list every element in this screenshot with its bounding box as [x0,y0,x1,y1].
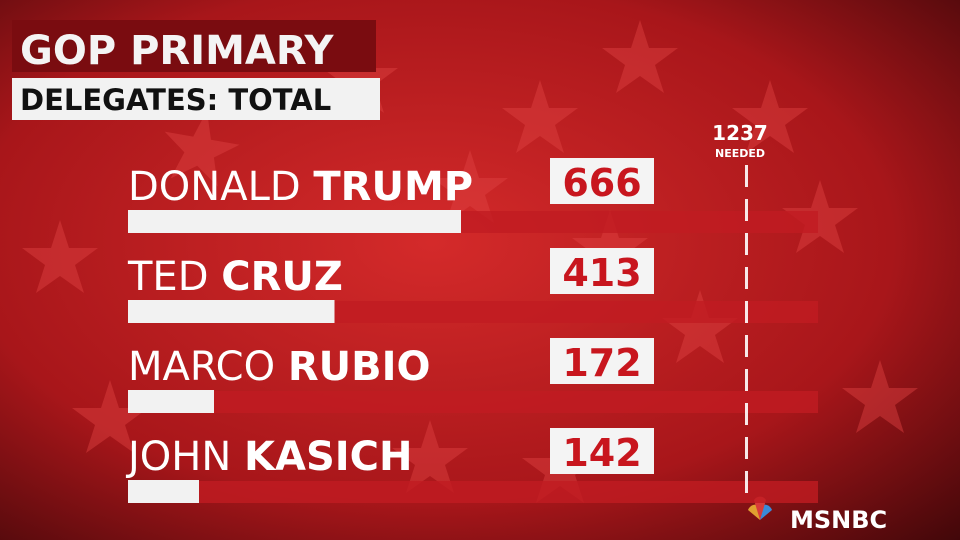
value-box [550,158,654,204]
chart-title: GOP PRIMARY [20,28,334,74]
logo: MSNBC [790,506,887,534]
bar-track [128,391,818,413]
value-box [550,428,654,474]
bar-track [128,481,818,503]
value-box [550,338,654,384]
candidate-name: DONALD TRUMP [128,164,473,210]
threshold-value: 1237 [712,121,768,145]
candidate-name: MARCO RUBIO [128,344,430,390]
bar [128,390,214,413]
candidate-name: JOHN KASICH [125,434,412,480]
threshold-label: NEEDED [715,147,765,160]
chart-subtitle: DELEGATES: TOTAL [20,83,331,117]
value-box [550,248,654,294]
subtitle-box [12,78,380,120]
value-label: 666 [562,161,641,205]
bar [128,210,461,233]
title-box [12,20,376,72]
value-label: 413 [562,251,641,295]
candidate-name: TED CRUZ [127,254,343,300]
bar [128,480,199,503]
value-label: 172 [562,341,641,385]
bar [128,300,335,323]
value-label: 142 [562,431,641,475]
